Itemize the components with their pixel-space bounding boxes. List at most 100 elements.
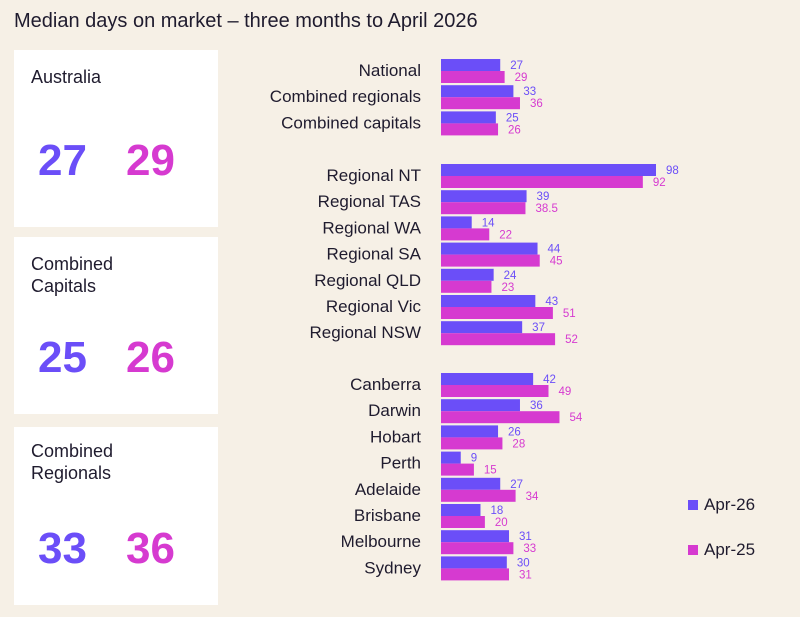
bar-regional-tas-apr-26 [441, 190, 527, 203]
data-label-hobart-apr-25: 28 [512, 438, 525, 450]
data-label-regional-wa-apr-25: 22 [499, 229, 512, 241]
bar-canberra-apr-26 [441, 373, 534, 385]
bar-canberra-apr-25 [441, 385, 549, 397]
data-label-regional-nsw-apr-26: 37 [532, 322, 545, 334]
data-label-darwin-apr-26: 36 [530, 400, 543, 412]
category-label-perth: Perth [380, 454, 421, 473]
legend-apr26-label: Apr-26 [704, 495, 756, 514]
data-label-regional-tas-apr-26: 39 [537, 191, 550, 203]
data-label-regional-tas-apr-25: 38.5 [535, 203, 557, 215]
data-label-hobart-apr-26: 26 [508, 426, 521, 438]
data-label-regional-nt-apr-25: 92 [653, 177, 666, 189]
australia-card: Australia 27 29 [14, 50, 218, 227]
combined-capitals-card-label: Combined Capitals [31, 254, 114, 296]
bar-perth-apr-25 [441, 463, 474, 476]
data-label-regional-qld-apr-26: 24 [504, 270, 517, 282]
data-label-regional-sa-apr-26: 44 [548, 244, 561, 256]
data-label-perth-apr-25: 15 [484, 465, 497, 477]
legend-apr25-label: Apr-25 [704, 540, 756, 559]
data-label-adelaide-apr-26: 27 [510, 479, 523, 491]
category-label-regional-qld: Regional QLD [314, 271, 421, 290]
chart-title: Median days on market – three months to … [14, 10, 478, 32]
bar-regional-tas-apr-25 [441, 202, 526, 215]
combined-regionals-apr25-value: 36 [126, 524, 175, 573]
data-label-national-apr-25: 29 [515, 72, 528, 84]
bar-regional-sa-apr-25 [441, 254, 540, 267]
data-label-regional-wa-apr-26: 14 [482, 217, 495, 229]
category-label-brisbane: Brisbane [354, 506, 421, 525]
data-label-regional-vic-apr-25: 51 [563, 308, 576, 320]
bar-regional-nt-apr-26 [441, 164, 656, 176]
bar-combined-capitals-apr-26 [441, 111, 496, 124]
data-label-brisbane-apr-25: 20 [495, 517, 508, 529]
data-label-melbourne-apr-25: 33 [523, 543, 536, 555]
bar-darwin-apr-26 [441, 399, 520, 412]
bar-regional-qld-apr-26 [441, 268, 494, 281]
category-label-melbourne: Melbourne [341, 532, 421, 551]
data-label-national-apr-26: 27 [510, 60, 523, 72]
data-label-melbourne-apr-26: 31 [519, 531, 532, 543]
bar-darwin-apr-25 [441, 411, 560, 424]
bar-combined-capitals-apr-25 [441, 123, 499, 136]
bar-regional-nsw-apr-26 [441, 321, 523, 334]
bar-perth-apr-26 [441, 451, 461, 464]
bar-regional-vic-apr-26 [441, 295, 536, 307]
category-label-regional-wa: Regional WA [322, 218, 421, 237]
category-label-regional-vic: Regional Vic [326, 297, 422, 316]
category-label-hobart: Hobart [370, 427, 421, 446]
data-label-regional-vic-apr-26: 43 [545, 296, 558, 308]
combined-regionals-apr26-value: 33 [38, 524, 87, 573]
data-label-perth-apr-26: 9 [471, 453, 477, 465]
bar-brisbane-apr-26 [441, 504, 481, 516]
bar-combined-regionals-apr-26 [441, 85, 514, 98]
category-label-regional-tas: Regional TAS [318, 192, 421, 211]
combined-capitals-apr26-value: 25 [38, 333, 87, 382]
data-label-regional-sa-apr-25: 45 [550, 256, 563, 268]
data-label-canberra-apr-25: 49 [559, 386, 572, 398]
bar-hobart-apr-26 [441, 425, 499, 438]
legend-apr25: Apr-25 [688, 540, 755, 560]
combined-regionals-card-label: Combined Regionals [31, 441, 114, 483]
bar-regional-nt-apr-25 [441, 176, 643, 188]
bar-adelaide-apr-25 [441, 489, 516, 502]
bar-melbourne-apr-26 [441, 530, 510, 543]
category-label-canberra: Canberra [350, 375, 421, 394]
legend-apr26-swatch [688, 500, 698, 510]
category-label-national: National [359, 61, 421, 80]
data-label-adelaide-apr-25: 34 [526, 491, 539, 503]
data-label-combined-regionals-apr-26: 33 [523, 86, 536, 98]
bar-regional-wa-apr-25 [441, 228, 490, 241]
data-label-combined-regionals-apr-25: 36 [530, 98, 543, 110]
data-label-regional-qld-apr-25: 23 [501, 282, 514, 294]
australia-apr25-value: 29 [126, 136, 175, 185]
category-label-regional-nsw: Regional NSW [310, 323, 422, 342]
legend-apr25-swatch [688, 545, 698, 555]
data-label-combined-capitals-apr-25: 26 [508, 124, 521, 136]
data-label-combined-capitals-apr-26: 25 [506, 112, 519, 124]
category-label-sydney: Sydney [364, 558, 421, 577]
data-label-sydney-apr-26: 30 [517, 557, 530, 569]
category-label-darwin: Darwin [368, 401, 421, 420]
bar-sydney-apr-26 [441, 556, 507, 569]
combined-capitals-apr25-value: 26 [126, 333, 175, 382]
category-label-regional-sa: Regional SA [326, 245, 421, 264]
australia-apr26-value: 27 [38, 136, 87, 185]
bar-hobart-apr-25 [441, 437, 503, 450]
bar-sydney-apr-25 [441, 568, 510, 581]
bar-regional-sa-apr-26 [441, 242, 538, 255]
bar-regional-nsw-apr-25 [441, 333, 556, 346]
category-label-combined-capitals: Combined capitals [281, 113, 421, 132]
australia-card-label: Australia [31, 67, 102, 87]
bar-combined-regionals-apr-25 [441, 97, 520, 110]
combined-regionals-card: Combined Regionals 33 36 [14, 427, 218, 605]
category-label-adelaide: Adelaide [355, 480, 421, 499]
bar-regional-vic-apr-25 [441, 307, 553, 319]
bar-regional-qld-apr-25 [441, 280, 492, 293]
bar-brisbane-apr-25 [441, 516, 485, 528]
bar-regional-wa-apr-26 [441, 216, 472, 229]
bar-national-apr-26 [441, 59, 501, 71]
bar-melbourne-apr-25 [441, 542, 514, 555]
combined-capitals-card: Combined Capitals 25 26 [14, 237, 218, 414]
data-label-darwin-apr-25: 54 [569, 412, 582, 424]
